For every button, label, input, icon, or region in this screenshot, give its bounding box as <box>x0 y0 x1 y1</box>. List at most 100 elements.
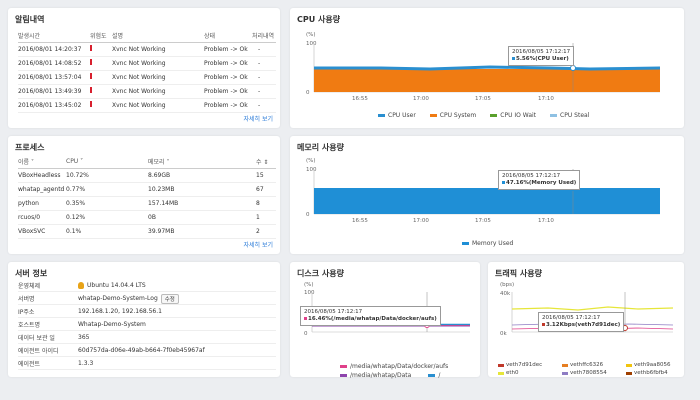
legend-item[interactable]: CPU User <box>378 112 416 119</box>
proc-cpu: 0.35% <box>66 196 148 211</box>
legend-label: veth7d91dec <box>506 362 543 368</box>
proc-count: 1 <box>256 210 276 225</box>
legend-item[interactable]: vethb6fbfb4 <box>626 370 682 376</box>
info-value: Ubuntu 14.04.4 LTS <box>87 282 146 289</box>
legend-item[interactable]: veth7d91dec <box>498 362 562 368</box>
y-tick-label: 100 <box>306 167 317 173</box>
cpu-chart[interactable]: (%) 100 0 16:55 17:00 17:05 17:10 <box>290 8 684 128</box>
traffic-panel: 트래픽 사용량 (bps) 40k 0k 2016/08/05 17:12:17… <box>488 262 684 377</box>
col-desc[interactable]: 설명 <box>112 30 204 43</box>
severity-bar-icon <box>90 45 92 51</box>
col-time[interactable]: 발생시간 <box>18 30 90 43</box>
table-row[interactable]: python 0.35% 157.14MB 8 <box>18 196 276 211</box>
processes-more-link[interactable]: 자세히 보기 <box>243 242 273 249</box>
alert-desc: Xvnc Not Working <box>112 70 204 85</box>
table-row[interactable]: 2016/08/01 13:57:04 Xvnc Not Working Pro… <box>18 70 276 85</box>
y-unit-label: (bps) <box>500 282 514 288</box>
legend-item[interactable]: CPU Steal <box>550 112 589 119</box>
y-unit-label: (%) <box>306 158 316 164</box>
legend-label: CPU Steal <box>560 112 590 119</box>
proc-cpu: 0.1% <box>66 224 148 239</box>
legend-item[interactable]: /media/whatap/Data/docker/aufs <box>340 362 448 371</box>
legend-item[interactable]: /media/whatap/Data / <box>340 371 448 380</box>
legend-item[interactable]: CPU IO Wait <box>490 112 536 119</box>
info-value: whatap-Demo-System-Log <box>78 295 158 302</box>
legend-label: / <box>438 372 441 379</box>
col-name-sort[interactable]: 이름 ˅ <box>18 156 66 169</box>
info-row-ip: IP주소 192.168.1.20, 192.168.56.1 <box>18 306 276 318</box>
series-color-icon <box>502 181 505 184</box>
alerts-more-link[interactable]: 자세히 보기 <box>243 116 273 123</box>
legend-swatch-icon <box>378 114 385 117</box>
proc-count: 2 <box>256 224 276 239</box>
tooltip-time: 2016/08/05 17:12:17 <box>542 315 601 321</box>
proc-mem: 39.97MB <box>148 224 256 239</box>
proc-name: VBoxSVC <box>18 224 66 239</box>
legend-label: veth9aa8056 <box>634 362 671 368</box>
legend-swatch-icon <box>498 371 504 375</box>
processes-table: 이름 ˅ CPU ˅ 메모리 ˅ 수 ⇕ VBoxHeadless 10.72%… <box>18 156 276 239</box>
table-row[interactable]: VBoxSVC 0.1% 39.97MB 2 <box>18 224 276 239</box>
traffic-title: 트래픽 사용량 <box>495 269 542 278</box>
info-key: 운영체제 <box>18 283 41 290</box>
memory-tooltip: 2016/08/05 17:12:17 47.16%(Memory Used) <box>498 170 581 190</box>
severity-bar-icon <box>90 101 92 107</box>
legend-item[interactable]: veth9aa8056 <box>626 362 682 368</box>
cpu-title: CPU 사용량 <box>297 15 341 24</box>
y-tick-label: 40k <box>500 291 511 297</box>
edit-server-name-button[interactable]: 수정 <box>160 293 179 304</box>
table-row[interactable]: 2016/08/01 13:49:39 Xvnc Not Working Pro… <box>18 84 276 99</box>
table-row[interactable]: 2016/08/01 14:08:52 Xvnc Not Working Pro… <box>18 56 276 71</box>
table-row[interactable]: rcuos/0 0.12% 0B 1 <box>18 210 276 225</box>
y-tick-label: 0 <box>306 212 310 218</box>
x-tick-label: 17:00 <box>413 218 429 224</box>
y-tick-label: 100 <box>304 290 315 296</box>
alert-time: 2016/08/01 13:49:39 <box>18 84 90 99</box>
alert-desc: Xvnc Not Working <box>112 84 204 99</box>
memory-title: 메모리 사용량 <box>297 143 344 152</box>
alert-action: - <box>252 42 276 57</box>
table-row[interactable]: 2016/08/01 14:20:37 Xvnc Not Working Pro… <box>18 42 276 57</box>
x-tick-label: 17:05 <box>475 218 491 224</box>
legend-label: CPU IO Wait <box>500 112 537 119</box>
processes-title: 프로세스 <box>15 143 45 152</box>
table-row[interactable]: whatap_agentd 0.77% 10.23MB 67 <box>18 182 276 197</box>
alert-status: Problem -> Ok <box>204 98 252 113</box>
proc-cpu: 10.72% <box>66 168 148 183</box>
legend-label: vethb6fbfb4 <box>634 370 668 376</box>
legend-item[interactable]: CPU System <box>429 112 477 119</box>
cpu-legend: CPU User CPU System CPU IO Wait CPU Stea… <box>378 112 589 119</box>
col-severity[interactable]: 위험도 <box>90 30 112 43</box>
proc-cpu: 0.77% <box>66 182 148 197</box>
table-row[interactable]: VBoxHeadless 10.72% 8.69GB 15 <box>18 168 276 183</box>
severity-indicator <box>90 98 112 113</box>
legend-swatch-icon <box>562 371 568 375</box>
col-status[interactable]: 상태 <box>204 30 252 43</box>
memory-chart[interactable]: (%) 100 0 16:55 17:00 17:05 17:10 <box>290 136 684 254</box>
legend-swatch-icon <box>562 363 568 367</box>
legend-item[interactable]: eth0 <box>498 370 562 376</box>
info-value: Whatap-Demo-System <box>78 321 146 328</box>
disk-panel: 디스크 사용량 (%) 100 0 2016/08/05 17:12:17 16… <box>290 262 480 380</box>
legend-item[interactable]: vethffc6326 <box>562 362 626 368</box>
info-row-agent-version: 에이전트 1.3.3 <box>18 358 276 370</box>
col-count-sort[interactable]: 수 ⇕ <box>256 156 276 169</box>
alert-status: Problem -> Ok <box>204 56 252 71</box>
alerts-title: 알림내역 <box>15 15 45 24</box>
traffic-yellow-line <box>511 306 674 311</box>
info-value: 365 <box>78 334 90 341</box>
legend-label: CPU System <box>439 112 477 119</box>
legend-label: Memory Used <box>472 240 514 247</box>
legend-item[interactable]: Memory Used <box>462 240 513 247</box>
severity-indicator <box>90 56 112 71</box>
col-cpu-sort[interactable]: CPU ˅ <box>66 156 148 169</box>
traffic-legend: veth7d91dec vethffc6326 veth9aa8056 eth0… <box>498 362 682 376</box>
alert-desc: Xvnc Not Working <box>112 98 204 113</box>
info-value: 192.168.1.20, 192.168.56.1 <box>78 308 162 315</box>
table-row[interactable]: 2016/08/01 13:45:02 Xvnc Not Working Pro… <box>18 98 276 113</box>
cpu-tooltip: 2016/08/05 17:12:17 5.56%(CPU User) <box>508 46 575 66</box>
col-action[interactable]: 처리내역 <box>252 30 276 43</box>
col-memory-sort[interactable]: 메모리 ˅ <box>148 156 256 169</box>
legend-item[interactable]: veth7808554 <box>562 370 626 376</box>
tooltip-value: 47.16%(Memory Used) <box>506 180 577 186</box>
